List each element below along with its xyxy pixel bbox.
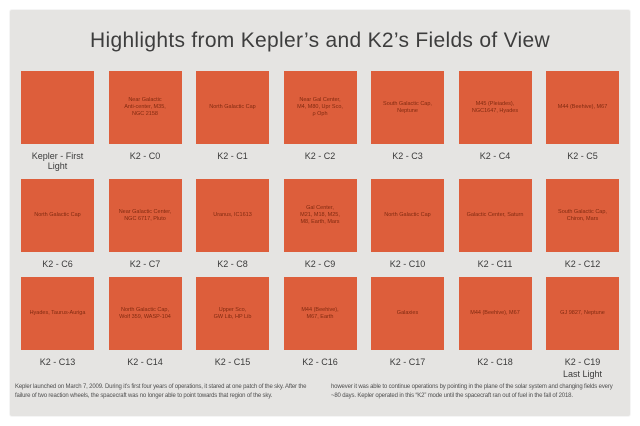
- tile-label: K2 - C15: [214, 357, 251, 367]
- field-cell: South Galactic Cap, Neptune K2 - C3: [371, 71, 444, 171]
- tile-content: M45 (Pleiades), NGC1647, Hyades: [471, 100, 519, 114]
- field-of-view-tile: M44 (Beehive), M67, Earth: [283, 277, 357, 350]
- field-of-view-tile: Galactic Center, Saturn: [458, 179, 532, 252]
- tile-label: K2 - C12: [564, 259, 601, 269]
- field-of-view-tile: Hyades, Taurus-Auriga: [21, 277, 94, 350]
- footer-text-left: Kepler launched on March 7, 2009. During…: [15, 384, 307, 399]
- field-cell: Upper Sco, GW Lib, HP Lib K2 - C15: [196, 277, 269, 379]
- tile-label: K2 - C17: [389, 357, 426, 367]
- field-cell: M44 (Beehive), M67 K2 - C18: [458, 277, 532, 379]
- tile-label: K2 - C8: [217, 259, 248, 269]
- tile-content: Near Gal Center, M4, M80, Upr Sco, ρ Oph: [297, 97, 343, 117]
- field-of-view-tile: South Galactic Cap, Chiron, Mars: [546, 179, 619, 252]
- field-of-view-tile: M44 (Beehive), M67: [458, 277, 532, 350]
- field-cell: North Galactic Cap K2 - C1: [196, 71, 269, 171]
- tile-label: K2 - C0: [129, 151, 161, 161]
- footer: Kepler launched on March 7, 2009. During…: [10, 383, 630, 400]
- field-cell: Kepler - First Light: [21, 71, 94, 171]
- tile-label: K2 - C16: [302, 357, 338, 367]
- field-cell: North Galactic Cap K2 - C10: [371, 179, 444, 269]
- field-cell: M45 (Pleiades), NGC1647, Hyades K2 - C4: [458, 71, 532, 171]
- tile-content: South Galactic Cap, Chiron, Mars: [558, 208, 607, 222]
- field-of-view-tile: [21, 71, 94, 144]
- field-cell: M44 (Beehive), M67, Earth K2 - C16: [283, 277, 357, 379]
- tile-content: South Galactic Cap, Neptune: [383, 100, 432, 114]
- field-of-view-tile: Upper Sco, GW Lib, HP Lib: [196, 277, 269, 350]
- title-bar: Highlights from Kepler’s and K2’s Fields…: [10, 10, 630, 71]
- field-cell: Near Galactic Anti-center, M35, NGC 2158…: [108, 71, 182, 171]
- tile-label: K2 - C10: [389, 259, 426, 269]
- field-cell: Near Gal Center, M4, M80, Upr Sco, ρ Oph…: [283, 71, 357, 171]
- tile-content: Hyades, Taurus-Auriga: [29, 310, 86, 316]
- field-of-view-tile: M44 (Beehive), M67: [546, 71, 619, 144]
- tile-content: Galactic Center, Saturn: [466, 212, 524, 218]
- tile-label: K2 - C2: [304, 151, 336, 161]
- field-of-view-tile: North Galactic Cap, Wolf 359, WASP-104: [108, 277, 182, 350]
- tile-label: Kepler - First Light: [31, 151, 84, 171]
- field-of-view-tile: GJ 9827, Neptune: [546, 277, 619, 350]
- tile-label: K2 - C7: [129, 259, 161, 269]
- tile-content: Uranus, IC1613: [213, 212, 252, 218]
- field-cell: Gal Center, M21, M18, M25, M8, Earth, Ma…: [283, 179, 357, 269]
- field-of-view-tile: North Galactic Cap: [21, 179, 94, 252]
- tile-label: K2 - C13: [39, 357, 76, 367]
- field-of-view-tile: North Galactic Cap: [196, 71, 269, 144]
- field-cell: Hyades, Taurus-Auriga K2 - C13: [21, 277, 94, 379]
- tile-content: North Galactic Cap: [34, 212, 81, 218]
- field-of-view-tile: North Galactic Cap: [371, 179, 444, 252]
- tile-label: K2 - C11: [477, 259, 513, 269]
- field-cell: North Galactic Cap, Wolf 359, WASP-104 K…: [108, 277, 182, 379]
- tile-label: K2 - C18: [477, 357, 513, 367]
- tile-label: K2 - C5: [567, 151, 598, 161]
- tile-content: Galaxies: [396, 310, 419, 316]
- tile-content: M44 (Beehive), M67, Earth: [301, 306, 339, 320]
- tile-content: North Galactic Cap: [209, 104, 256, 110]
- tile-label: K2 - C19: [564, 357, 601, 367]
- tile-content: Near Galactic Anti-center, M35, NGC 2158: [124, 97, 166, 117]
- footer-text-right: however it was able to continue operatio…: [331, 384, 613, 399]
- tile-content: North Galactic Cap, Wolf 359, WASP-104: [119, 306, 171, 320]
- field-cell: Near Galactic Center, NGC 6717, Pluto K2…: [108, 179, 182, 269]
- field-cell: North Galactic Cap K2 - C6: [21, 179, 94, 269]
- tile-label: K2 - C3: [392, 151, 423, 161]
- field-of-view-tile: Near Galactic Anti-center, M35, NGC 2158: [108, 71, 182, 144]
- field-of-view-tile: South Galactic Cap, Neptune: [371, 71, 444, 144]
- field-cell: Uranus, IC1613 K2 - C8: [196, 179, 269, 269]
- field-of-view-tile: Near Galactic Center, NGC 6717, Pluto: [108, 179, 182, 252]
- field-of-view-tile: Near Gal Center, M4, M80, Upr Sco, ρ Oph: [283, 71, 357, 144]
- tile-content: GJ 9827, Neptune: [560, 310, 605, 316]
- field-of-view-tile: Uranus, IC1613: [196, 179, 269, 252]
- tile-label: K2 - C9: [304, 259, 336, 269]
- field-cell: M44 (Beehive), M67 K2 - C5: [546, 71, 619, 171]
- field-cell: Galactic Center, Saturn K2 - C11: [458, 179, 532, 269]
- tile-content: Upper Sco, GW Lib, HP Lib: [213, 306, 252, 320]
- tile-label: K2 - C1: [217, 151, 248, 161]
- tile-content: Gal Center, M21, M18, M25, M8, Earth, Ma…: [300, 205, 340, 225]
- tile-label: K2 - C6: [42, 259, 73, 269]
- poster-panel: Highlights from Kepler’s and K2’s Fields…: [10, 10, 630, 416]
- tile-content: M44 (Beehive), M67: [470, 310, 520, 316]
- tile-content: Near Galactic Center, NGC 6717, Pluto: [118, 208, 172, 222]
- tile-label: K2 - C14: [127, 357, 163, 367]
- tile-content: M44 (Beehive), M67: [557, 104, 608, 110]
- field-of-view-tile: Gal Center, M21, M18, M25, M8, Earth, Ma…: [283, 179, 357, 252]
- field-cell: South Galactic Cap, Chiron, Mars K2 - C1…: [546, 179, 619, 269]
- page-title: Highlights from Kepler’s and K2’s Fields…: [90, 28, 550, 52]
- fields-grid: Kepler - First Light Near Galactic Anti-…: [10, 71, 630, 379]
- tile-sublabel: Last Light: [562, 369, 603, 379]
- field-of-view-tile: M45 (Pleiades), NGC1647, Hyades: [458, 71, 532, 144]
- field-cell: GJ 9827, Neptune K2 - C19 Last Light: [546, 277, 619, 379]
- tile-label: K2 - C4: [479, 151, 511, 161]
- field-cell: Galaxies K2 - C17: [371, 277, 444, 379]
- tile-content: North Galactic Cap: [384, 212, 431, 218]
- field-of-view-tile: Galaxies: [371, 277, 444, 350]
